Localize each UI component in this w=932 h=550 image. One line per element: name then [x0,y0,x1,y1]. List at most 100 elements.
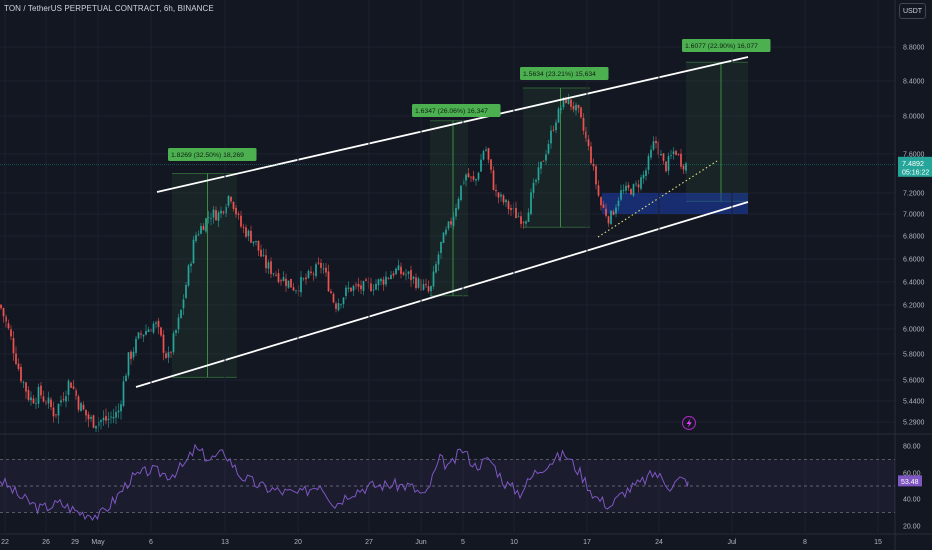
candle-body [270,261,272,274]
candle-body [335,303,337,309]
range-label-text: 1.5634 (23.21%) 15,634 [523,71,596,78]
candle-body [427,286,430,292]
candle-body [40,385,42,396]
candle-body [305,277,307,280]
candle-body [330,291,332,294]
time-tick-label: 5 [461,539,465,546]
range-label-text: 1.6077 (22.90%) 16,077 [685,43,758,50]
candle-body [492,170,495,190]
rsi-value: 53.48 [901,479,919,486]
candle-body [375,283,377,290]
candle-body [640,177,642,189]
range-label: 1.5634 (23.21%) 15,634 [520,67,609,80]
candle-body [17,363,20,369]
candle-body [15,353,17,364]
price-tick-label: 7.0000 [903,212,925,219]
candle-body [565,97,567,104]
price-tick-label: 7.6000 [903,152,925,159]
candle-body [625,185,627,191]
price-tick-label: 6.8000 [903,234,925,241]
candle-body [362,281,365,291]
candle-body [497,192,500,198]
lightning-icon[interactable] [681,415,697,431]
candle-body [35,402,37,404]
candle-body [400,266,402,274]
candle-body [5,316,7,322]
candle-body [392,273,395,276]
candle-body [550,130,552,144]
candle-body [55,414,57,416]
candle-body [277,273,280,282]
candle-body [455,207,457,217]
candle-body [340,304,342,305]
candle-body [110,416,112,418]
price-tick-label: 5.4400 [903,399,925,406]
time-tick-label: 17 [583,539,591,546]
range-label: 1.8269 (32.50%) 18,269 [168,148,257,161]
price-tick-label: 8.4000 [903,79,925,86]
time-tick-label: 24 [655,539,663,546]
candle-body [267,262,270,269]
candle-body [337,303,340,311]
candle-body [20,367,22,382]
rsi-pane [0,443,895,521]
candle-body [322,268,325,270]
candle-body [325,267,327,273]
candle-body [472,176,475,180]
candle-body [570,99,572,107]
time-tick-label: Jul [728,539,737,546]
channel-upper-line[interactable] [156,56,749,193]
candle-body [107,418,110,420]
candle-body [490,159,492,170]
candle-body [77,396,80,410]
candle-body [370,283,372,292]
candle-body [172,333,175,353]
range-label-text: 1.8269 (32.50%) 18,269 [171,152,244,159]
candle-body [130,351,132,359]
candle-body [620,190,622,200]
candle-body [547,144,550,154]
currency-button[interactable]: USDT [899,3,926,19]
candle-body [237,213,240,215]
candle-body [122,381,125,406]
candle-body [280,280,282,282]
candle-body [540,161,542,169]
candle-body [542,160,545,162]
candle-body [407,271,410,274]
main-pane [0,46,895,432]
candle-body [437,254,440,265]
candle-body [667,156,670,171]
candle-body [595,166,597,185]
candle-body [577,104,580,109]
candle-body [22,381,25,383]
candle-body [30,397,32,401]
candle-body [175,330,177,334]
candle-body [665,161,667,172]
price-tick-label: 6.0000 [903,327,925,334]
candle-body [382,279,385,285]
candle-body [197,234,200,236]
candle-body [180,309,182,318]
candle-body [515,207,517,219]
range-label: 1.6077 (22.90%) 16,077 [682,39,771,52]
price-tick-label: 6.6000 [903,257,925,264]
candle-body [117,410,120,413]
candle-body [135,338,137,353]
candle-body [660,154,662,156]
candle-body [365,279,367,281]
candle-body [617,200,620,207]
candle-body [60,400,62,403]
range-zone [172,173,237,378]
candle-body [650,149,652,158]
candle-body [260,249,262,257]
candle-body [70,382,72,388]
candle-body [257,240,260,251]
candle-body [635,183,637,185]
candle-body [230,196,232,202]
candle-body [672,151,675,154]
rsi-tick-label: 80.00 [903,444,921,451]
channel-lower-line[interactable] [135,201,749,388]
candle-body [445,229,447,235]
